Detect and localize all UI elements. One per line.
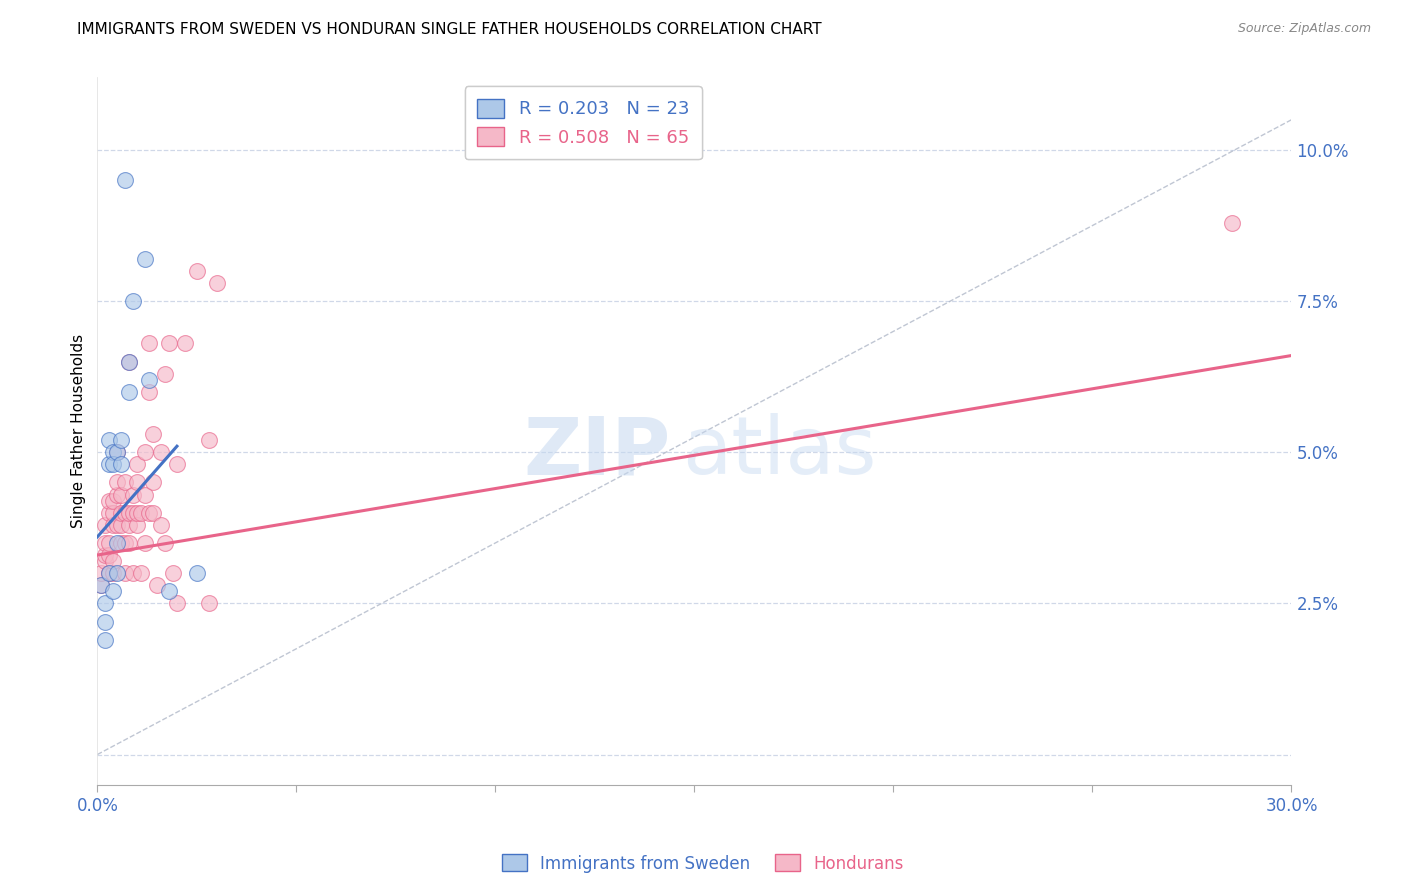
Point bbox=[142, 475, 165, 490]
Point bbox=[90, 566, 112, 581]
Point bbox=[166, 458, 188, 472]
Point bbox=[122, 294, 145, 309]
Point bbox=[105, 566, 128, 581]
Point bbox=[98, 566, 121, 581]
Text: atlas: atlas bbox=[682, 413, 877, 491]
Point bbox=[98, 458, 121, 472]
Point bbox=[110, 536, 132, 550]
Point bbox=[90, 578, 112, 592]
Point bbox=[150, 445, 173, 459]
Point bbox=[94, 596, 117, 610]
Point bbox=[103, 458, 125, 472]
Point bbox=[90, 578, 112, 592]
Point bbox=[198, 433, 221, 447]
Point bbox=[94, 536, 117, 550]
Point bbox=[134, 252, 156, 266]
Y-axis label: Single Father Households: Single Father Households bbox=[72, 334, 86, 528]
Point bbox=[118, 384, 141, 399]
Point bbox=[105, 475, 128, 490]
Point bbox=[114, 506, 136, 520]
Point bbox=[153, 536, 176, 550]
Point bbox=[110, 458, 132, 472]
Legend: R = 0.203   N = 23, R = 0.508   N = 65: R = 0.203 N = 23, R = 0.508 N = 65 bbox=[464, 87, 702, 160]
Point bbox=[114, 536, 136, 550]
Point bbox=[103, 506, 125, 520]
Point bbox=[122, 506, 145, 520]
Point bbox=[118, 354, 141, 368]
Point bbox=[205, 276, 228, 290]
Point bbox=[114, 173, 136, 187]
Point bbox=[103, 445, 125, 459]
Point bbox=[127, 475, 149, 490]
Point bbox=[186, 264, 208, 278]
Point bbox=[94, 517, 117, 532]
Point bbox=[94, 615, 117, 629]
Point bbox=[110, 506, 132, 520]
Point bbox=[166, 596, 188, 610]
Point bbox=[110, 517, 132, 532]
Point bbox=[157, 336, 180, 351]
Point bbox=[174, 336, 197, 351]
Point bbox=[1220, 215, 1243, 229]
Point bbox=[127, 458, 149, 472]
Point bbox=[105, 517, 128, 532]
Point bbox=[142, 427, 165, 442]
Point bbox=[122, 566, 145, 581]
Point bbox=[114, 475, 136, 490]
Point bbox=[94, 554, 117, 568]
Point bbox=[138, 373, 160, 387]
Point bbox=[103, 566, 125, 581]
Point bbox=[186, 566, 208, 581]
Point bbox=[105, 487, 128, 501]
Point bbox=[134, 487, 156, 501]
Point bbox=[110, 433, 132, 447]
Point bbox=[127, 517, 149, 532]
Point bbox=[118, 506, 141, 520]
Point bbox=[138, 336, 160, 351]
Point bbox=[105, 445, 128, 459]
Point bbox=[162, 566, 184, 581]
Point bbox=[98, 566, 121, 581]
Point bbox=[103, 493, 125, 508]
Legend: Immigrants from Sweden, Hondurans: Immigrants from Sweden, Hondurans bbox=[495, 847, 911, 880]
Point bbox=[118, 354, 141, 368]
Point bbox=[94, 632, 117, 647]
Point bbox=[103, 554, 125, 568]
Text: IMMIGRANTS FROM SWEDEN VS HONDURAN SINGLE FATHER HOUSEHOLDS CORRELATION CHART: IMMIGRANTS FROM SWEDEN VS HONDURAN SINGL… bbox=[77, 22, 823, 37]
Point bbox=[98, 506, 121, 520]
Point bbox=[122, 487, 145, 501]
Point bbox=[150, 517, 173, 532]
Point bbox=[98, 493, 121, 508]
Point bbox=[129, 506, 152, 520]
Point bbox=[127, 506, 149, 520]
Point bbox=[129, 566, 152, 581]
Point bbox=[98, 433, 121, 447]
Point bbox=[146, 578, 169, 592]
Point bbox=[138, 384, 160, 399]
Point bbox=[134, 445, 156, 459]
Point bbox=[94, 548, 117, 562]
Point bbox=[114, 566, 136, 581]
Point bbox=[138, 506, 160, 520]
Point bbox=[198, 596, 221, 610]
Point bbox=[98, 548, 121, 562]
Point bbox=[105, 445, 128, 459]
Point bbox=[103, 517, 125, 532]
Point bbox=[110, 487, 132, 501]
Point bbox=[142, 506, 165, 520]
Point bbox=[118, 517, 141, 532]
Text: Source: ZipAtlas.com: Source: ZipAtlas.com bbox=[1237, 22, 1371, 36]
Point bbox=[98, 536, 121, 550]
Point bbox=[118, 536, 141, 550]
Text: ZIP: ZIP bbox=[523, 413, 671, 491]
Point bbox=[157, 584, 180, 599]
Point bbox=[103, 584, 125, 599]
Point bbox=[134, 536, 156, 550]
Point bbox=[153, 367, 176, 381]
Point bbox=[105, 536, 128, 550]
